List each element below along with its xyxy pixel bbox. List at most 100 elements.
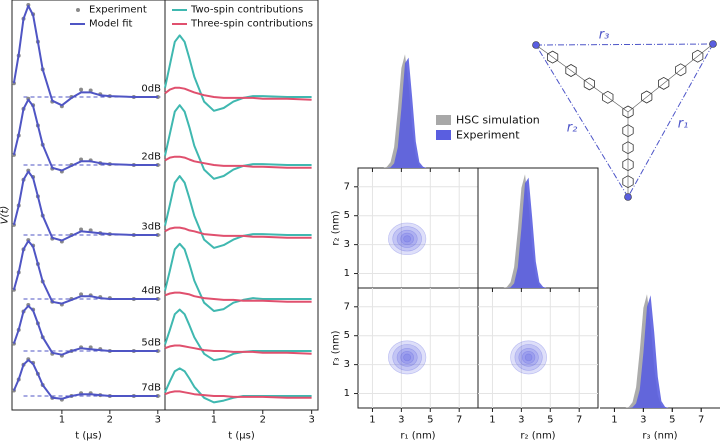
y-tick-label: 5	[344, 210, 350, 221]
y-tick-label: 3	[344, 359, 350, 370]
x-tick-label: 3	[518, 415, 524, 426]
legend-label: Two-spin contributions	[190, 5, 303, 16]
y-tick-label: 1	[344, 388, 350, 399]
density-contour	[524, 353, 533, 362]
y-tick-label: 3	[344, 239, 350, 250]
x-axis-label: r₃ (nm)	[642, 431, 677, 442]
density-contour	[388, 340, 427, 375]
trace-line	[164, 308, 312, 362]
y-axis-label: V(t)	[0, 206, 11, 225]
trace-line	[12, 170, 158, 242]
trace-label: 3dB	[141, 222, 161, 233]
x-axis-label: t (μs)	[228, 431, 255, 442]
distance-label: r₃	[599, 28, 610, 43]
x-tick-label: 3	[398, 415, 404, 426]
trace-label: 7dB	[141, 383, 161, 394]
density-contour	[521, 351, 536, 364]
x-tick-label: 5	[669, 415, 675, 426]
marginal-density	[379, 57, 438, 168]
spin-label	[709, 40, 717, 48]
trace-line	[12, 4, 158, 107]
x-tick-label: 1	[611, 415, 617, 426]
density-contour	[510, 340, 547, 375]
marginal-density	[621, 295, 680, 408]
legend-swatch	[436, 130, 451, 140]
x-tick-label: 1	[489, 415, 495, 426]
x-tick-label: 1	[59, 415, 65, 426]
legend-label: Model fit	[89, 19, 133, 30]
molecule-ring	[692, 49, 704, 63]
legend-swatch	[436, 115, 451, 125]
x-axis-label: r₂ (nm)	[520, 431, 555, 442]
molecule-ring	[565, 64, 577, 77]
density-contour	[396, 348, 418, 367]
trace-line	[164, 390, 312, 399]
x-tick-label: 1	[369, 415, 375, 426]
x-axis-label: t (μs)	[75, 431, 102, 442]
x-tick-label: 3	[308, 415, 314, 426]
y-axis-label: r₂ (nm)	[331, 210, 342, 245]
panel-frame	[164, 0, 319, 411]
y-tick-label: 5	[344, 330, 350, 341]
density-contour	[403, 353, 412, 362]
molecule-ring	[641, 90, 653, 104]
molecule-bond	[535, 44, 629, 113]
y-axis-label: r₃ (nm)	[331, 330, 342, 365]
y-tick-label: 7	[344, 181, 350, 192]
x-tick-label: 2	[107, 415, 113, 426]
data-point	[79, 87, 84, 92]
trace-label: 5dB	[141, 338, 161, 349]
trace-line	[12, 98, 158, 172]
x-tick-label: 3	[155, 415, 161, 426]
density-contour	[514, 344, 543, 371]
legend-label: Three-spin contributions	[190, 19, 313, 30]
trace-line	[164, 104, 312, 180]
trace-label: 4dB	[141, 286, 161, 297]
y-tick-label: 1	[344, 268, 350, 279]
spin-label	[624, 193, 632, 201]
trace-line	[12, 304, 158, 356]
density-contour	[403, 235, 412, 243]
x-tick-label: 7	[576, 415, 582, 426]
molecule-ring	[602, 90, 614, 104]
trace-line	[12, 240, 158, 305]
x-tick-label: 5	[547, 415, 553, 426]
x-tick-label: 1	[211, 415, 217, 426]
trace-label: 0dB	[141, 84, 161, 95]
trace-line	[164, 291, 312, 303]
trace-line	[164, 226, 312, 239]
trace-line	[164, 242, 312, 312]
legend-label: HSC simulation	[456, 114, 540, 127]
trace-line	[164, 34, 312, 112]
trace-line	[164, 175, 312, 249]
density-contour	[396, 229, 418, 248]
trace-line	[12, 359, 158, 400]
legend-label: Experiment	[89, 5, 147, 16]
distance-label: r₁	[678, 117, 689, 132]
density-contour	[392, 344, 422, 371]
density-contour	[400, 351, 414, 364]
density-contour	[400, 232, 414, 245]
x-tick-label: 2	[260, 415, 266, 426]
molecule-ring	[675, 63, 687, 77]
molecule-ring	[658, 76, 670, 90]
distance-label: r₂	[567, 121, 578, 136]
marginal-density	[499, 177, 558, 288]
molecule-ring	[583, 77, 595, 91]
density-contour	[388, 222, 427, 256]
distance-line	[627, 43, 714, 198]
x-tick-label: 5	[427, 415, 433, 426]
molecule-ring	[547, 50, 559, 64]
density-contour	[518, 348, 539, 367]
distance-line	[535, 43, 714, 46]
density-contour	[392, 226, 422, 252]
trace-line	[164, 86, 312, 101]
x-tick-label: 3	[640, 415, 646, 426]
x-tick-label: 7	[698, 415, 704, 426]
x-axis-label: r₁ (nm)	[400, 431, 435, 442]
trace-line	[164, 155, 312, 169]
y-tick-label: 7	[344, 301, 350, 312]
trace-line	[164, 344, 312, 355]
molecule-bond	[627, 43, 714, 113]
